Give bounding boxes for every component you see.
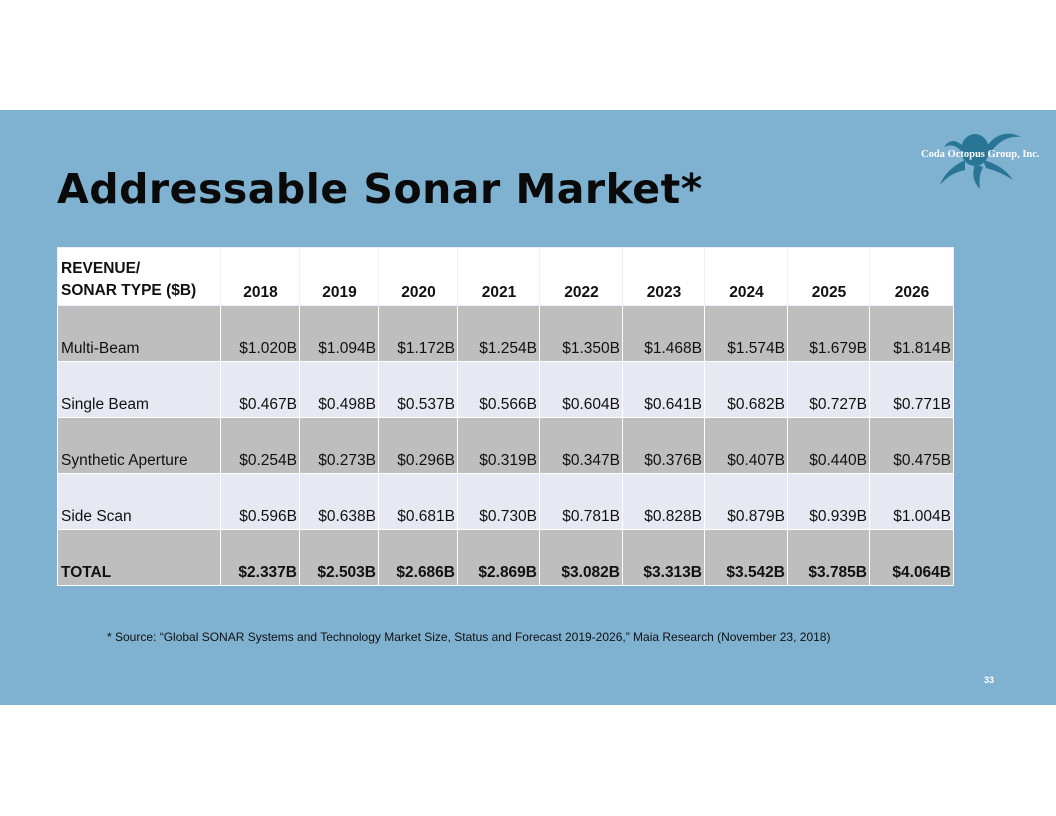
slide: Addressable Sonar Market* Coda Octopus G… [0, 110, 1056, 705]
value-cell: $1.468B [622, 305, 705, 362]
value-cell: $2.337B [220, 529, 300, 586]
year-header: 2026 [869, 247, 954, 306]
source-footnote: * Source: “Global SONAR Systems and Tech… [107, 630, 831, 644]
header-line1: REVENUE/ [61, 260, 141, 277]
row-label: Multi-Beam [57, 305, 221, 362]
year-header: 2018 [220, 247, 300, 306]
value-cell: $1.574B [704, 305, 788, 362]
value-cell: $0.319B [457, 417, 540, 474]
value-cell: $3.785B [787, 529, 870, 586]
value-cell: $1.350B [539, 305, 623, 362]
row-label: Synthetic Aperture [57, 417, 221, 474]
value-cell: $0.604B [539, 361, 623, 418]
value-cell: $1.172B [378, 305, 458, 362]
value-cell: $0.681B [378, 473, 458, 530]
value-cell: $0.730B [457, 473, 540, 530]
table-row: Side Scan $0.596B $0.638B $0.681B $0.730B $0.… [57, 473, 954, 530]
value-cell: $1.254B [457, 305, 540, 362]
value-cell: $0.440B [787, 417, 870, 474]
value-cell: $2.686B [378, 529, 458, 586]
header-label: REVENUE/SONAR TYPE ($B) [57, 247, 221, 306]
value-cell: $0.467B [220, 361, 300, 418]
year-header: 2024 [704, 247, 788, 306]
table-row: Synthetic Aperture $0.254B $0.273B $0.296B $… [57, 417, 954, 474]
value-cell: $3.082B [539, 529, 623, 586]
value-cell: $3.542B [704, 529, 788, 586]
value-cell: $0.727B [787, 361, 870, 418]
header-line2: SONAR TYPE ($B) [61, 282, 197, 299]
value-cell: $2.869B [457, 529, 540, 586]
value-cell: $4.064B [869, 529, 954, 586]
table-row: TOTAL $2.337B $2.503B $2.686B $2.869B $3.082B… [57, 529, 954, 586]
value-cell: $0.254B [220, 417, 300, 474]
year-header: 2022 [539, 247, 623, 306]
year-header: 2020 [378, 247, 458, 306]
value-cell: $1.094B [299, 305, 379, 362]
row-label: Single Beam [57, 361, 221, 418]
table-row: Single Beam $0.467B $0.498B $0.537B $0.566B $… [57, 361, 954, 418]
value-cell: $0.828B [622, 473, 705, 530]
value-cell: $1.814B [869, 305, 954, 362]
value-cell: $0.273B [299, 417, 379, 474]
value-cell: $0.566B [457, 361, 540, 418]
page-number: 33 [984, 675, 995, 685]
value-cell: $0.771B [869, 361, 954, 418]
value-cell: $0.638B [299, 473, 379, 530]
value-cell: $1.679B [787, 305, 870, 362]
year-header: 2021 [457, 247, 540, 306]
row-label: TOTAL [57, 529, 221, 586]
table-row: Multi-Beam $1.020B $1.094B $1.172B $1.254B $1… [57, 305, 954, 362]
value-cell: $3.313B [622, 529, 705, 586]
value-cell: $0.407B [704, 417, 788, 474]
market-table: REVENUE/SONAR TYPE ($B) 2018 2019 2020 2… [57, 247, 954, 586]
value-cell: $0.537B [378, 361, 458, 418]
value-cell: $0.347B [539, 417, 623, 474]
logo-text: Coda Octopus Group, Inc. [921, 149, 1040, 160]
row-label: Side Scan [57, 473, 221, 530]
value-cell: $0.781B [539, 473, 623, 530]
value-cell: $1.004B [869, 473, 954, 530]
year-header: 2023 [622, 247, 705, 306]
year-header: 2019 [299, 247, 379, 306]
value-cell: $0.641B [622, 361, 705, 418]
slide-title: Addressable Sonar Market* [57, 165, 703, 213]
value-cell: $0.682B [704, 361, 788, 418]
value-cell: $0.475B [869, 417, 954, 474]
value-cell: $1.020B [220, 305, 300, 362]
value-cell: $0.879B [704, 473, 788, 530]
octopus-logo-icon [940, 133, 1021, 189]
value-cell: $0.498B [299, 361, 379, 418]
value-cell: $0.939B [787, 473, 870, 530]
year-header: 2025 [787, 247, 870, 306]
value-cell: $0.376B [622, 417, 705, 474]
value-cell: $0.296B [378, 417, 458, 474]
header-row: REVENUE/SONAR TYPE ($B) 2018 2019 2020 2… [57, 247, 954, 306]
value-cell: $2.503B [299, 529, 379, 586]
value-cell: $0.596B [220, 473, 300, 530]
